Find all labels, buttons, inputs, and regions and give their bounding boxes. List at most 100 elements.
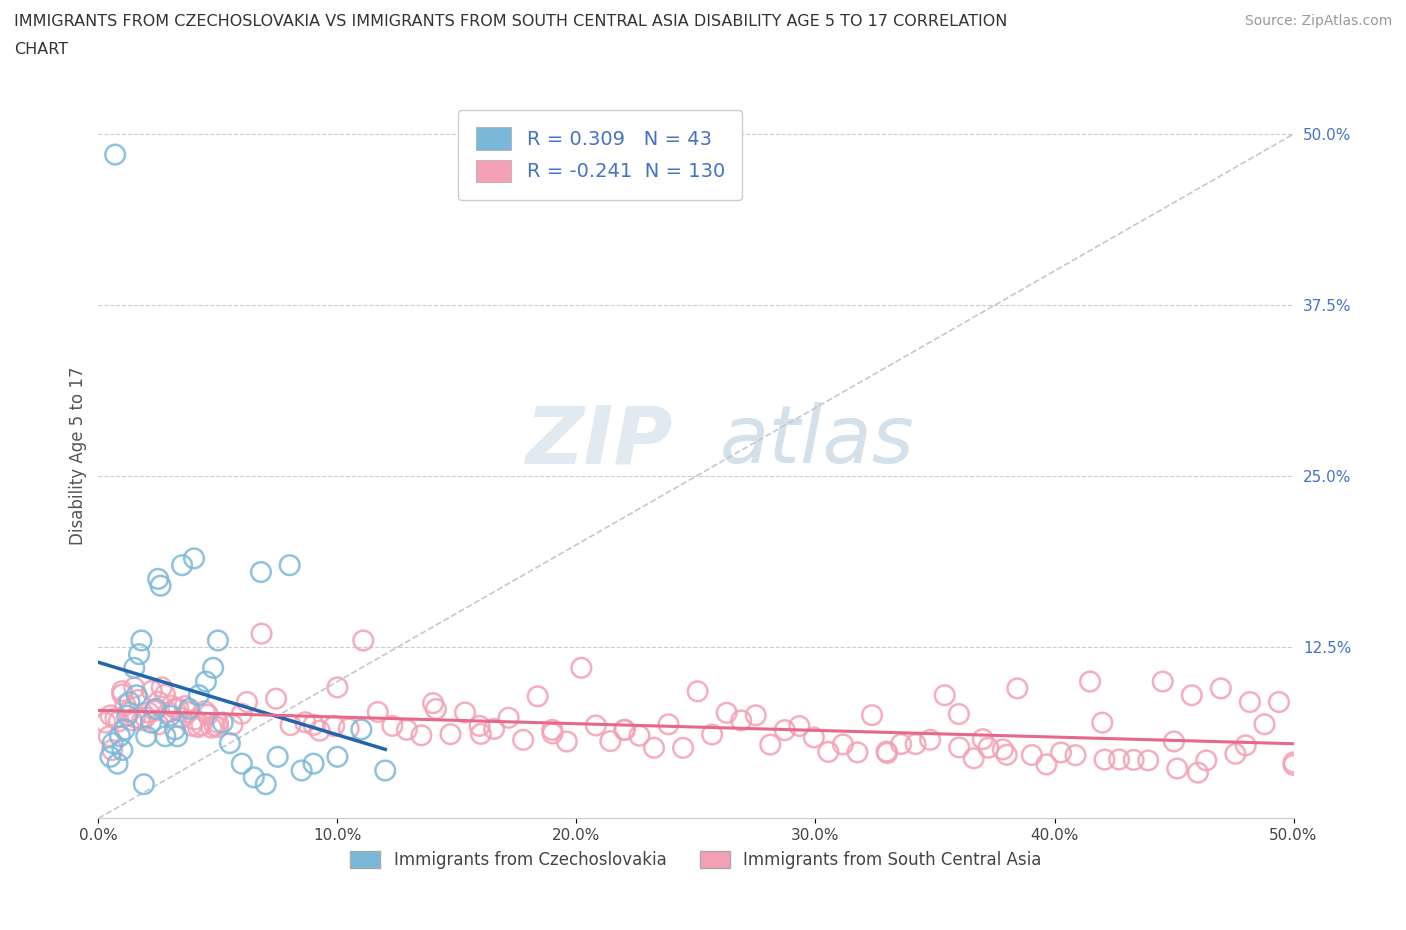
Point xyxy=(569,660,592,675)
Point xyxy=(174,698,197,713)
Point xyxy=(101,736,124,751)
Point xyxy=(124,660,146,675)
Point xyxy=(1234,737,1257,752)
Point xyxy=(118,695,141,710)
Point xyxy=(111,684,134,698)
Point xyxy=(131,633,153,648)
Point xyxy=(628,728,651,743)
Point xyxy=(153,687,176,702)
Point xyxy=(97,729,120,744)
Point xyxy=(183,551,205,565)
Point xyxy=(381,719,404,734)
Point xyxy=(194,704,217,719)
Point xyxy=(657,717,679,732)
Point xyxy=(163,722,186,737)
Point xyxy=(254,777,277,791)
Point xyxy=(374,763,396,777)
Point xyxy=(773,723,796,737)
Point xyxy=(291,763,314,777)
Point xyxy=(832,737,855,751)
Point xyxy=(672,740,695,755)
Point xyxy=(948,707,970,722)
Point xyxy=(114,698,136,712)
Point xyxy=(150,680,173,695)
Point xyxy=(202,660,225,675)
Point xyxy=(716,705,738,720)
Point xyxy=(132,777,155,791)
Point xyxy=(1268,695,1291,710)
Point xyxy=(278,558,301,573)
Point xyxy=(101,742,124,757)
Point xyxy=(124,680,146,695)
Point xyxy=(1078,674,1101,689)
Point xyxy=(1163,734,1185,749)
Point xyxy=(111,687,134,702)
Point xyxy=(243,770,266,785)
Point xyxy=(1195,753,1218,768)
Point xyxy=(1239,695,1261,710)
Point xyxy=(148,717,170,732)
Point xyxy=(124,711,146,725)
Point xyxy=(250,626,273,641)
Point xyxy=(963,751,986,765)
Point xyxy=(1282,755,1305,770)
Point xyxy=(350,722,373,737)
Point xyxy=(700,727,723,742)
Point xyxy=(1108,752,1130,767)
Point xyxy=(1091,715,1114,730)
Point xyxy=(111,742,134,757)
Point xyxy=(482,722,505,737)
Text: CHART: CHART xyxy=(14,42,67,57)
Point xyxy=(890,737,912,751)
Point xyxy=(1094,752,1116,767)
Point xyxy=(555,734,578,749)
Point xyxy=(860,708,883,723)
Point xyxy=(125,688,148,703)
Point xyxy=(155,729,177,744)
Point xyxy=(145,701,167,716)
Text: atlas: atlas xyxy=(720,402,915,480)
Point xyxy=(98,750,122,764)
Point xyxy=(118,704,141,719)
Point xyxy=(817,744,839,759)
Point xyxy=(468,719,491,734)
Point xyxy=(267,750,290,764)
Point xyxy=(920,732,942,747)
Point xyxy=(294,715,316,730)
Point xyxy=(302,717,325,732)
Point xyxy=(115,709,138,724)
Point xyxy=(613,723,636,737)
Point xyxy=(422,696,444,711)
Point xyxy=(138,705,160,720)
Text: Source: ZipAtlas.com: Source: ZipAtlas.com xyxy=(1244,14,1392,28)
Y-axis label: Disability Age 5 to 17: Disability Age 5 to 17 xyxy=(69,366,87,545)
Point xyxy=(204,718,226,733)
Point xyxy=(337,721,360,736)
Point xyxy=(211,715,233,730)
Point xyxy=(876,744,898,759)
Point xyxy=(114,722,136,737)
Point xyxy=(172,558,194,573)
Point xyxy=(846,745,869,760)
Point xyxy=(759,737,782,752)
Point xyxy=(166,729,188,744)
Point xyxy=(141,684,163,698)
Point xyxy=(187,688,209,703)
Point xyxy=(94,715,117,730)
Point xyxy=(302,756,325,771)
Point xyxy=(104,711,127,725)
Point xyxy=(149,578,172,593)
Point xyxy=(108,714,131,729)
Point xyxy=(454,705,477,720)
Point xyxy=(1021,748,1043,763)
Point xyxy=(104,147,127,162)
Point xyxy=(686,684,709,698)
Point xyxy=(367,705,389,720)
Point xyxy=(264,691,287,706)
Point xyxy=(803,730,825,745)
Point xyxy=(977,740,1000,755)
Point xyxy=(326,680,349,695)
Point xyxy=(231,756,253,771)
Point xyxy=(167,701,190,716)
Point xyxy=(439,726,461,741)
